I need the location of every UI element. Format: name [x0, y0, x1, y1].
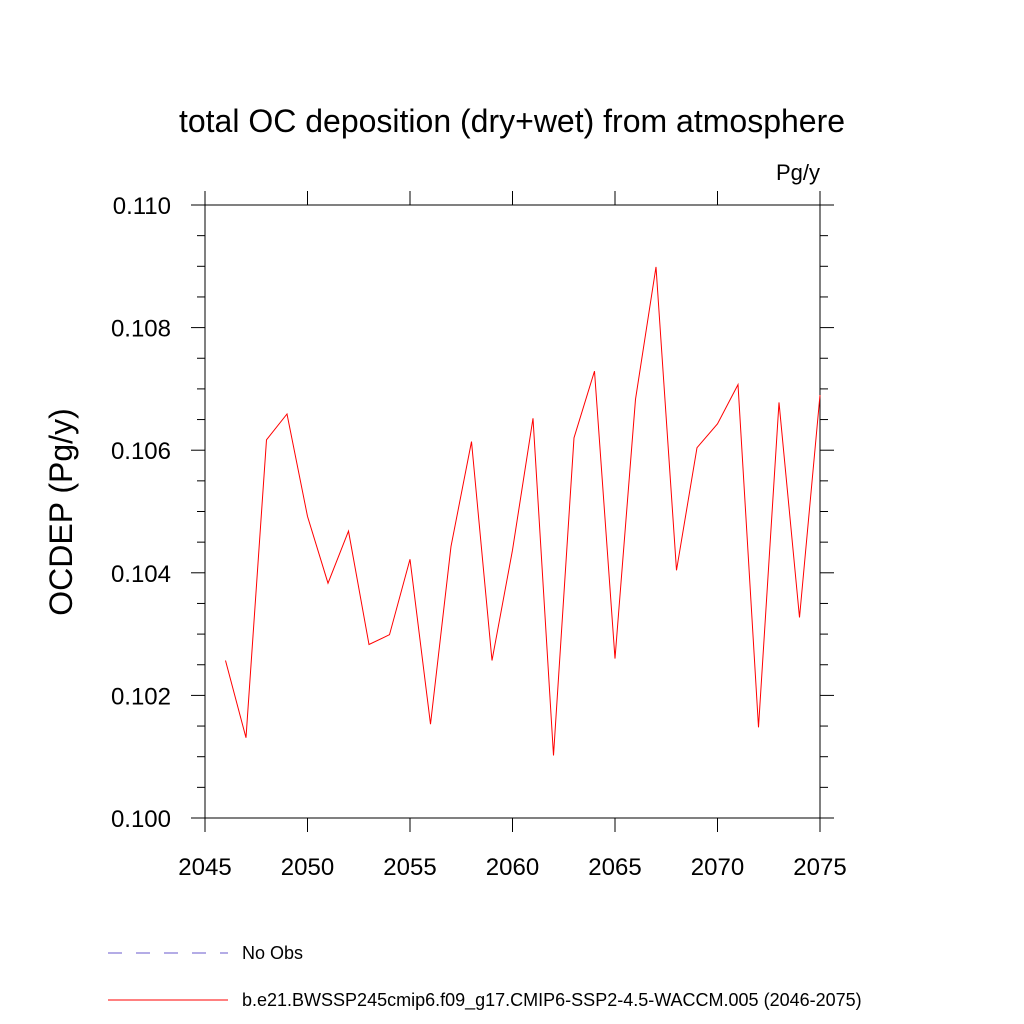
y-axis-label: OCDEP (Pg/y) [43, 408, 79, 615]
x-tick-label: 2075 [793, 854, 846, 881]
legend-label-series: b.e21.BWSSP245cmip6.f09_g17.CMIP6-SSP2-4… [242, 990, 862, 1011]
chart-title: total OC deposition (dry+wet) from atmos… [179, 103, 845, 139]
axes [204, 204, 821, 819]
x-tick-label: 2050 [281, 854, 334, 881]
legend: No Obs b.e21.BWSSP245cmip6.f09_g17.CMIP6… [108, 943, 862, 1011]
y-tick-label: 0.104 [111, 561, 171, 588]
x-tick-label: 2045 [178, 854, 231, 881]
ticks: 0.100 0.102 0.104 0.106 0.108 0.110 2045 2050 20… [111, 191, 847, 881]
plot-frame [204, 204, 821, 819]
x-tick-label: 2055 [383, 854, 436, 881]
y-tick-label: 0.100 [111, 806, 171, 833]
x-tick-label: 2060 [486, 854, 539, 881]
y-tick-label: 0.102 [111, 683, 171, 710]
x-tick-label: 2070 [691, 854, 744, 881]
legend-label-no-obs: No Obs [242, 943, 303, 963]
series-line [225, 266, 821, 756]
y-tick-label: 0.106 [111, 438, 171, 465]
series-layer [225, 266, 821, 756]
units-label: Pg/y [776, 160, 820, 185]
y-tick-label: 0.110 [113, 193, 171, 220]
y-tick-label: 0.108 [111, 316, 171, 343]
x-tick-label: 2065 [588, 854, 641, 881]
